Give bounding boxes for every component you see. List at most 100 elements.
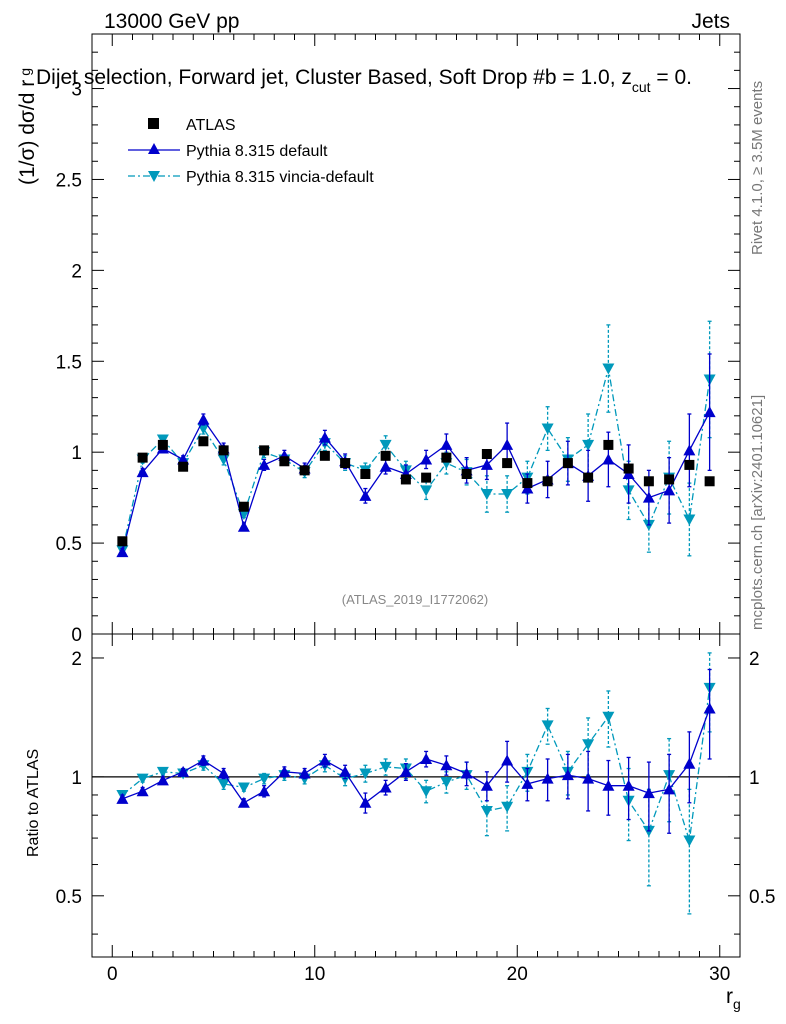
main-default-point	[703, 406, 716, 418]
legend-label-default: Pythia 8.315 default	[186, 143, 328, 160]
main-atlas-point	[603, 439, 614, 450]
ratio-vincia-point	[258, 773, 271, 785]
ratio-default-point	[399, 765, 412, 777]
ratio-default-point	[703, 702, 716, 714]
ratio-default-point	[278, 765, 291, 777]
main-default-point	[420, 453, 433, 465]
main-ylabel-sub: g	[17, 68, 33, 76]
ratio-vincia-point	[501, 801, 514, 813]
y-tick-label: 2.5	[56, 170, 82, 191]
ratio-vincia-point	[359, 768, 372, 780]
ratio-default-point	[642, 787, 655, 799]
ratio-xlabel-sub: g	[733, 996, 741, 1012]
main-atlas-point	[259, 445, 270, 456]
ratio-default-point	[359, 796, 372, 808]
main-default-point	[197, 413, 210, 425]
main-atlas-point	[502, 458, 513, 469]
main-atlas-point	[623, 463, 634, 474]
main-atlas-point	[238, 501, 249, 512]
main-vincia-point	[602, 363, 615, 375]
ratio-default-point	[683, 757, 696, 769]
main-atlas-point	[319, 450, 330, 461]
ratio-default-line	[122, 708, 711, 804]
ratio-default-point	[339, 765, 352, 777]
ratio-xlabel: rg	[726, 985, 741, 1012]
main-default-point	[318, 431, 331, 443]
y-tick-label: 3	[71, 80, 82, 101]
legend-marker-default	[148, 143, 160, 154]
main-default-point	[480, 458, 493, 470]
ratio-vincia-point	[541, 720, 554, 732]
main-vincia-point	[379, 439, 392, 451]
main-vincia-point	[541, 423, 554, 435]
y-tick-label: 1.5	[56, 352, 82, 373]
ratio-vincia-point	[480, 805, 493, 817]
ratio-default-point	[420, 752, 433, 764]
y-tick-label: 0.5	[56, 534, 82, 555]
plot-title-sub: cut	[632, 79, 651, 95]
main-default-point	[642, 491, 655, 503]
main-default-point	[116, 546, 129, 558]
x-tick-label: 10	[304, 964, 325, 985]
y-tick-label: 0	[71, 625, 82, 646]
main-atlas-point	[340, 458, 351, 469]
main-default-point	[663, 484, 676, 496]
main-atlas-point	[583, 472, 594, 483]
x-tick-label: 0	[107, 964, 118, 985]
plot-title-eq: = 1.0, z	[557, 66, 632, 89]
main-vincia-point	[582, 439, 595, 451]
y-tick-label: 2	[71, 649, 82, 670]
main-ylabel-text: (1/σ) dσ/d r	[16, 80, 39, 185]
main-default-point	[683, 444, 696, 456]
y-tick-label: 2	[71, 261, 82, 282]
ratio-default-point	[440, 759, 453, 771]
x-tick-label: 20	[507, 964, 528, 985]
main-atlas-point	[704, 476, 715, 487]
main-vincia-point	[217, 454, 230, 466]
ratio-default-point	[258, 785, 271, 797]
ratio-default-point	[582, 772, 595, 784]
main-ylabel: (1/σ) dσ/d r g	[16, 68, 39, 185]
ratio-default-point	[237, 796, 250, 808]
main-default-line	[121, 411, 711, 553]
ratio-default-point	[561, 769, 574, 781]
header-left: 13000 GeV pp	[104, 10, 239, 33]
ratio-vincia-point	[156, 766, 169, 778]
main-default-point	[136, 466, 149, 478]
ratio-vincia-line	[121, 687, 711, 841]
main-vincia-point	[501, 489, 514, 500]
main-atlas-point	[461, 469, 472, 479]
main-default-point	[237, 520, 250, 532]
main-default-point	[602, 453, 615, 465]
main-atlas-point	[562, 458, 573, 469]
ratio-default-point	[521, 777, 534, 789]
ratio-default-point	[663, 783, 676, 795]
main-default-point	[440, 438, 453, 450]
main-vincia-point	[480, 489, 493, 500]
y-tick-label-right: 0.5	[749, 887, 775, 908]
main-atlas-point	[542, 476, 553, 487]
ratio-default-point	[602, 779, 615, 791]
ratio-vincia-point	[582, 739, 595, 751]
legend-label-atlas: ATLAS	[186, 117, 236, 134]
main-vincia-point	[420, 485, 433, 497]
main-vincia-line	[121, 368, 711, 551]
main-vincia-point	[237, 509, 250, 520]
main-atlas-point	[522, 478, 533, 489]
main-atlas-point	[360, 469, 371, 479]
main-atlas-point	[117, 536, 128, 547]
main-atlas-point	[137, 452, 148, 463]
analysis-watermark: (ATLAS_2019_I1772062)	[342, 592, 488, 607]
ratio-xlabel-text: r	[726, 985, 733, 1008]
ratio-vincia-point	[379, 761, 392, 773]
ratio-default-point	[541, 772, 554, 784]
ratio-default-point	[501, 754, 514, 766]
y-tick-label: 1	[71, 768, 82, 789]
ratio-vincia-point	[602, 711, 615, 723]
ratio-default-point	[298, 767, 311, 779]
ratio-vincia-point	[136, 773, 149, 785]
plot-title: Dijet selection, Forward jet, Cluster Ba…	[36, 66, 692, 95]
ratio-default-point	[136, 785, 149, 797]
ratio-default-point	[318, 754, 331, 766]
